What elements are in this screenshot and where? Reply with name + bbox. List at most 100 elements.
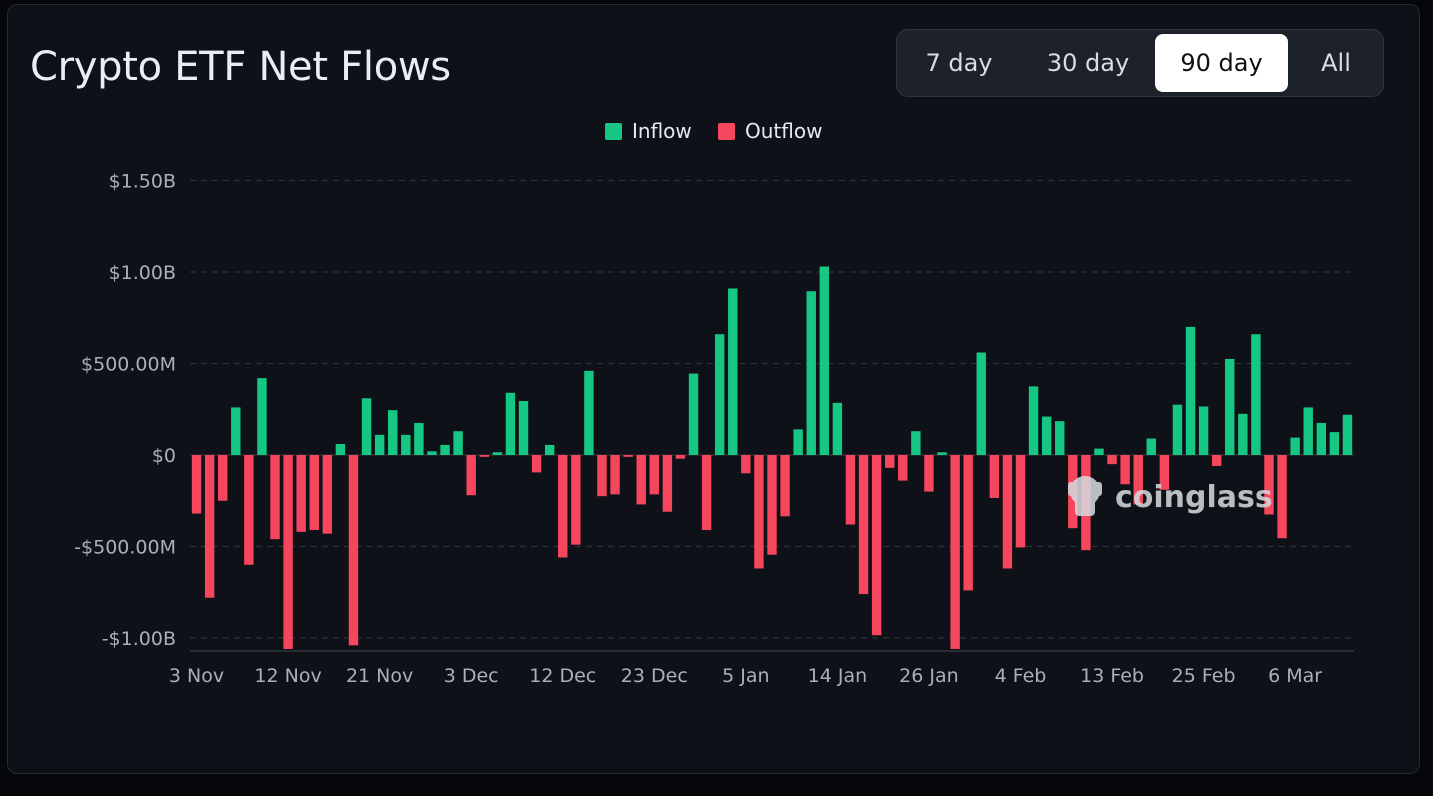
outflow-bar[interactable] [1133, 455, 1143, 505]
inflow-bar[interactable] [793, 429, 803, 455]
outflow-bar[interactable] [1002, 455, 1013, 569]
outflow-bar[interactable] [767, 455, 777, 555]
inflow-bar[interactable] [1329, 432, 1340, 455]
outflow-bar[interactable] [1277, 455, 1287, 539]
inflow-bar[interactable] [388, 410, 398, 455]
inflow-bar[interactable] [1342, 414, 1353, 455]
inflow-bar[interactable] [231, 407, 241, 455]
outflow-bar[interactable] [858, 455, 869, 595]
inflow-bar[interactable] [1094, 448, 1104, 455]
inflow-bar[interactable] [335, 444, 346, 455]
outflow-bar[interactable] [1264, 455, 1274, 515]
inflow-bar[interactable] [1303, 407, 1313, 455]
inflow-bar[interactable] [374, 434, 385, 455]
outflow-bar[interactable] [845, 455, 856, 525]
outflow-bar[interactable] [322, 455, 333, 534]
range-all-button[interactable]: All [1321, 49, 1351, 77]
legend-outflow-swatch[interactable] [718, 123, 735, 140]
legend-inflow-label[interactable]: Inflow [632, 119, 692, 143]
outflow-bar[interactable] [780, 455, 790, 517]
outflow-bar[interactable] [754, 455, 764, 569]
range-7-day-button[interactable]: 7 day [925, 49, 993, 77]
outflow-bar[interactable] [531, 455, 542, 473]
inflow-bar[interactable] [819, 266, 830, 455]
outflow-bar[interactable] [270, 455, 280, 540]
inflow-bar[interactable] [492, 452, 503, 455]
outflow-bar[interactable] [244, 455, 254, 565]
inflow-bar[interactable] [1041, 416, 1052, 455]
inflow-bar[interactable] [401, 434, 411, 455]
outflow-bar[interactable] [191, 455, 202, 514]
inflow-bar[interactable] [544, 444, 555, 455]
inflow-bar[interactable] [1055, 421, 1065, 455]
outflow-bar[interactable] [1159, 455, 1170, 490]
inflow-bar[interactable] [1172, 404, 1183, 455]
outflow-bar[interactable] [1211, 455, 1222, 466]
outflow-bar[interactable] [963, 455, 973, 591]
outflow-bar[interactable] [571, 455, 581, 545]
outflow-bar[interactable] [217, 455, 228, 501]
outflow-bar[interactable] [1015, 455, 1026, 548]
outflow-bar[interactable] [701, 455, 712, 531]
inflow-bar[interactable] [440, 444, 450, 455]
inflow-bar[interactable] [1028, 386, 1039, 455]
outflow-bar[interactable] [479, 455, 489, 457]
outflow-bar[interactable] [623, 455, 633, 457]
inflow-bar[interactable] [832, 402, 843, 455]
outflow-bar[interactable] [884, 455, 895, 468]
inflow-bar[interactable] [937, 452, 947, 455]
inflow-bar[interactable] [1238, 413, 1248, 455]
inflow-bar[interactable] [427, 451, 437, 455]
outflow-bar[interactable] [1120, 455, 1130, 485]
outflow-bar[interactable] [741, 455, 751, 474]
outflow-bar[interactable] [649, 455, 660, 495]
outflow-bar[interactable] [950, 455, 960, 649]
inflow-bar[interactable] [361, 398, 372, 455]
range-90-day-button[interactable]: 90 day [1155, 34, 1288, 92]
outflow-bar[interactable] [610, 455, 620, 495]
outflow-bar[interactable] [1107, 455, 1117, 465]
page-title: Crypto ETF Net Flows [30, 44, 451, 90]
outflow-bar[interactable] [204, 455, 215, 598]
outflow-bar[interactable] [597, 455, 607, 497]
inflow-bar[interactable] [1316, 422, 1327, 455]
inflow-bar[interactable] [1290, 437, 1300, 455]
outflow-bar[interactable] [309, 455, 319, 531]
inflow-bar[interactable] [1185, 326, 1196, 455]
legend-outflow-label[interactable]: Outflow [745, 119, 822, 143]
inflow-bar[interactable] [1146, 438, 1156, 455]
x-tick-label: 3 Dec [444, 665, 499, 687]
inflow-bar[interactable] [911, 431, 921, 455]
inflow-bar[interactable] [688, 373, 699, 455]
inflow-bar[interactable] [728, 288, 738, 455]
outflow-bar[interactable] [296, 455, 306, 532]
outflow-bar[interactable] [636, 455, 646, 505]
outflow-bar[interactable] [466, 455, 476, 496]
inflow-bar[interactable] [584, 370, 594, 455]
inflow-bar[interactable] [505, 392, 516, 455]
legend-inflow-swatch[interactable] [605, 123, 622, 140]
inflow-bar[interactable] [414, 422, 424, 455]
outflow-bar[interactable] [662, 455, 673, 512]
outflow-bar[interactable] [871, 455, 882, 636]
outflow-bar[interactable] [989, 455, 1000, 499]
outflow-bar[interactable] [675, 455, 686, 459]
inflow-bar[interactable] [1251, 334, 1261, 455]
outflow-bar[interactable] [898, 455, 908, 481]
inflow-bar[interactable] [976, 352, 986, 455]
x-tick-label: 13 Feb [1080, 665, 1144, 687]
outflow-bar[interactable] [283, 455, 293, 649]
inflow-bar[interactable] [518, 401, 529, 455]
inflow-bar[interactable] [257, 378, 267, 455]
inflow-bar[interactable] [1198, 406, 1209, 455]
outflow-bar[interactable] [348, 455, 359, 646]
outflow-bar[interactable] [924, 455, 934, 492]
outflow-bar[interactable] [558, 455, 568, 558]
inflow-bar[interactable] [1225, 358, 1235, 455]
x-tick-label: 12 Nov [254, 665, 321, 687]
inflow-bar[interactable] [806, 291, 816, 455]
inflow-bar[interactable] [453, 431, 463, 455]
inflow-bar[interactable] [714, 334, 725, 455]
x-tick-label: 26 Jan [899, 665, 959, 687]
range-30-day-button[interactable]: 30 day [1046, 49, 1130, 77]
